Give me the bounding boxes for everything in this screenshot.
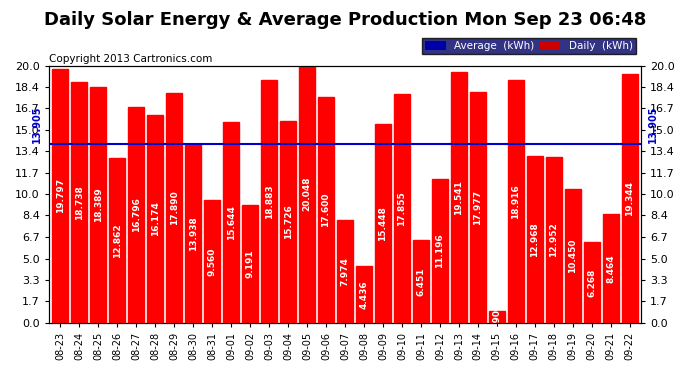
Bar (508, 80, 524, 323)
Bar (489, 311, 505, 323)
Bar (432, 179, 448, 323)
Bar (261, 80, 277, 323)
Text: 16.174: 16.174 (150, 201, 159, 236)
Text: 18.738: 18.738 (75, 185, 83, 220)
Bar (526, 156, 543, 323)
Text: 15.448: 15.448 (378, 206, 388, 241)
Legend: Average  (kWh), Daily  (kWh): Average (kWh), Daily (kWh) (422, 38, 636, 54)
Bar (166, 93, 182, 323)
Bar (318, 97, 334, 323)
Bar (564, 189, 581, 323)
Bar (147, 115, 164, 323)
Text: 4.436: 4.436 (359, 280, 368, 309)
Text: 12.952: 12.952 (549, 222, 558, 257)
Text: 17.890: 17.890 (170, 190, 179, 225)
Bar (413, 240, 429, 323)
Text: 12.968: 12.968 (531, 222, 540, 257)
Text: 18.883: 18.883 (264, 184, 273, 219)
Text: 18.389: 18.389 (94, 188, 103, 222)
Bar (299, 66, 315, 323)
Text: 18.916: 18.916 (511, 184, 520, 219)
Text: 15.726: 15.726 (284, 204, 293, 239)
Bar (356, 266, 372, 323)
Bar (52, 69, 68, 323)
Bar (280, 121, 296, 323)
Text: 20.048: 20.048 (302, 177, 312, 212)
Text: 10.450: 10.450 (569, 238, 578, 273)
Bar (71, 82, 88, 323)
Text: 17.600: 17.600 (322, 192, 331, 227)
Bar (109, 158, 126, 323)
Bar (204, 200, 220, 323)
Text: 17.977: 17.977 (473, 190, 482, 225)
Bar (185, 144, 201, 323)
Text: 8.464: 8.464 (607, 254, 615, 283)
Text: 16.796: 16.796 (132, 198, 141, 232)
Bar (622, 75, 638, 323)
Bar (451, 72, 467, 323)
Text: 13.905: 13.905 (32, 105, 42, 143)
Bar (470, 92, 486, 323)
Text: 17.855: 17.855 (397, 191, 406, 225)
Text: 12.862: 12.862 (112, 223, 121, 258)
Text: 7.974: 7.974 (340, 257, 350, 286)
Text: 19.541: 19.541 (455, 180, 464, 215)
Bar (546, 156, 562, 323)
Text: 11.196: 11.196 (435, 234, 444, 268)
Text: 0.906: 0.906 (493, 303, 502, 331)
Text: 6.268: 6.268 (587, 268, 596, 297)
Bar (90, 87, 106, 323)
Text: 9.191: 9.191 (246, 249, 255, 278)
Text: 13.938: 13.938 (188, 216, 197, 250)
Text: 19.344: 19.344 (625, 181, 634, 216)
Bar (337, 220, 353, 323)
Text: Daily Solar Energy & Average Production Mon Sep 23 06:48: Daily Solar Energy & Average Production … (43, 11, 647, 29)
Text: 13.905: 13.905 (648, 105, 658, 143)
Bar (584, 242, 600, 323)
Bar (242, 205, 258, 323)
Text: Copyright 2013 Cartronics.com: Copyright 2013 Cartronics.com (49, 54, 213, 63)
Text: 15.644: 15.644 (226, 205, 235, 240)
Text: 9.560: 9.560 (208, 247, 217, 276)
Bar (394, 94, 410, 323)
Bar (128, 107, 144, 323)
Bar (602, 214, 619, 323)
Bar (375, 124, 391, 323)
Text: 6.451: 6.451 (417, 267, 426, 296)
Bar (223, 122, 239, 323)
Text: 19.797: 19.797 (56, 178, 65, 213)
